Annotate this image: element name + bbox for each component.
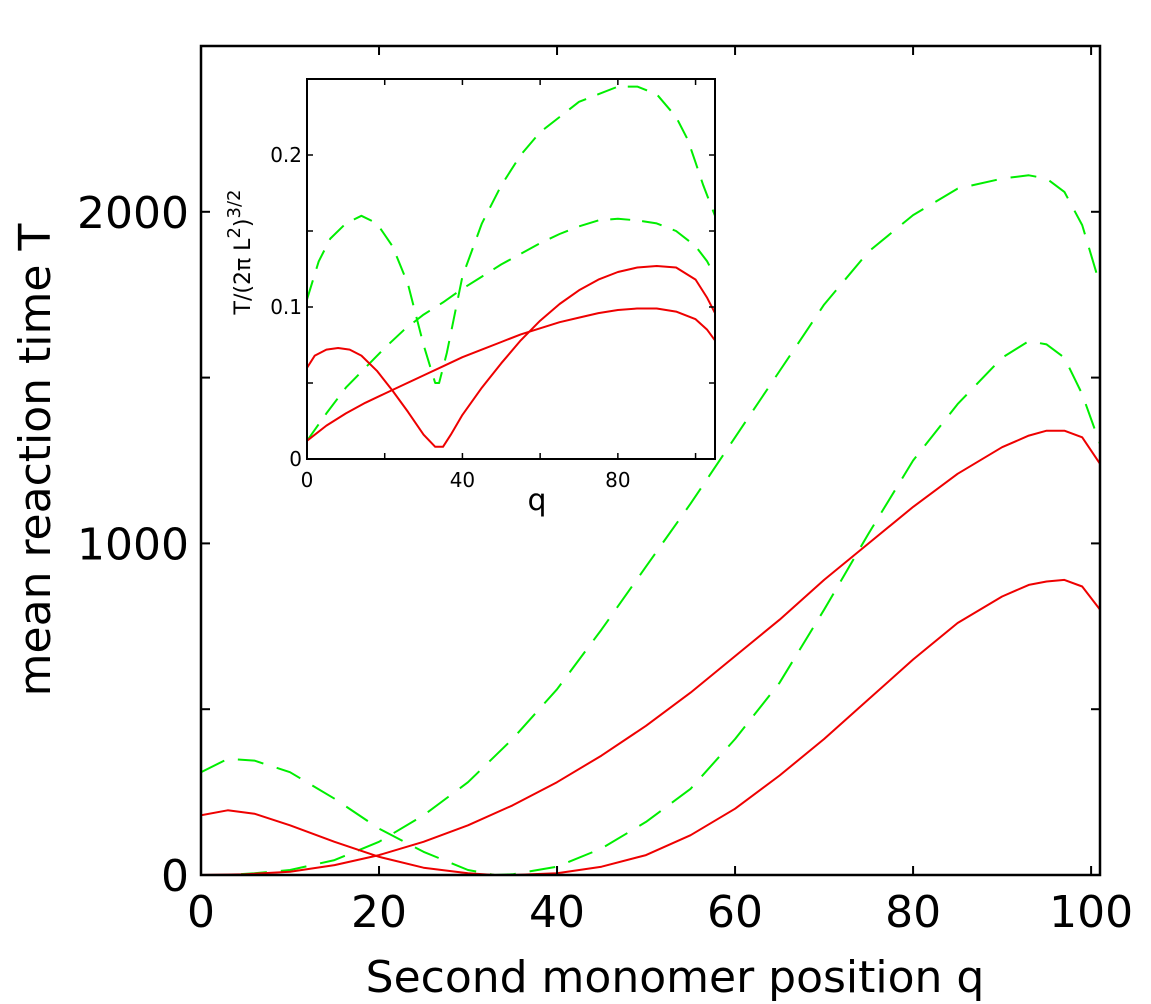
main-series-green-dashed-lower [201, 340, 1100, 875]
main-series-group [201, 174, 1100, 875]
main-y-axis-label: mean reaction time T [10, 224, 61, 697]
inset-ticks-group: 0 40 80 0 0.1 0.2 [270, 79, 715, 492]
inset-plot-frame [306, 78, 716, 460]
main-series-red-solid-lower [201, 578, 1100, 875]
inset-y-label-mid: ) [231, 218, 256, 227]
inset-y-tick-label: 0.1 [270, 295, 302, 319]
main-series-red-solid-upper [201, 429, 1100, 875]
main-x-tick-label: 80 [885, 887, 941, 938]
inset-series-red-solid-lower [307, 307, 715, 442]
inset-series-group [307, 85, 715, 448]
inset-series-green-dashed-upper [307, 85, 715, 384]
main-x-tick-label: 60 [707, 887, 763, 938]
inset-series-red-solid-upper [307, 265, 715, 448]
inset-y-label-sup1: 2 [224, 227, 245, 238]
inset-x-tick-label: 40 [450, 468, 475, 492]
main-y-tick-label: 1000 [77, 519, 189, 570]
inset-x-tick-label: 0 [301, 468, 314, 492]
main-series-green-dashed-upper [201, 174, 1100, 875]
main-plot-frame [199, 44, 1102, 877]
main-x-tick-label: 100 [1049, 887, 1133, 938]
main-y-tick-label: 0 [161, 851, 189, 902]
inset-y-tick-label: 0.2 [270, 143, 302, 167]
inset-series-green-dashed-lower [307, 217, 715, 442]
inset-x-axis-label: q [527, 483, 546, 518]
inset-y-label-sup2: 3/2 [224, 190, 245, 219]
inset-y-tick-label: 0 [289, 447, 302, 471]
inset-plot: 0 40 80 0 0.1 0.2 q T/(2π L2)3/2 [224, 78, 716, 518]
main-x-tick-label: 20 [351, 887, 407, 938]
main-y-tick-label: 2000 [77, 188, 189, 239]
inset-y-axis-label: T/(2π L2)3/2 [224, 190, 256, 316]
inset-background [307, 79, 715, 459]
main-x-tick-label: 40 [529, 887, 585, 938]
inset-x-tick-label: 80 [605, 468, 630, 492]
main-x-axis-label: Second monomer position q [366, 952, 985, 1003]
inset-y-label-base: T/(2π L [231, 238, 256, 316]
main-x-tick-label: 0 [187, 887, 215, 938]
